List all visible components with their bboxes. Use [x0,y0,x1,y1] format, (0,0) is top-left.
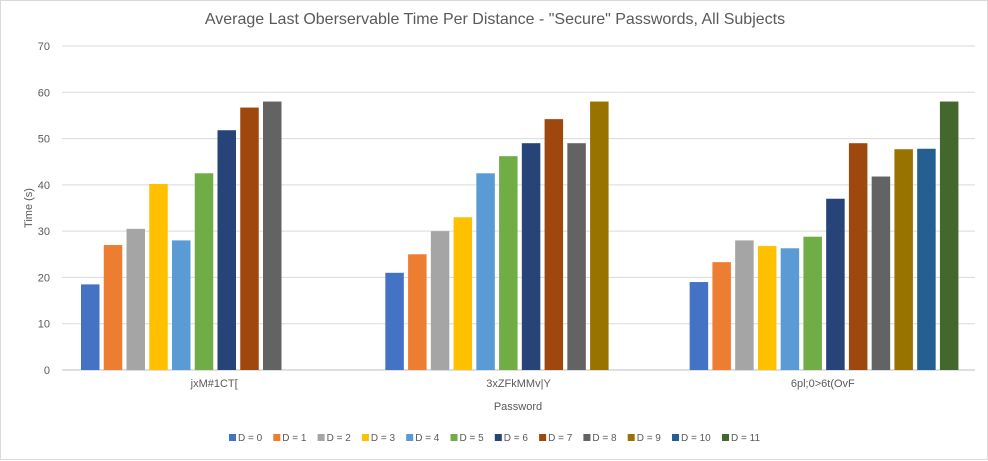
bar [826,198,845,370]
legend-swatch [539,434,547,441]
bar [217,130,236,370]
legend-swatch [583,434,591,441]
bar [194,173,214,370]
bar [894,149,913,370]
legend-label: D = 0 [238,433,263,444]
legend-label: D = 6 [504,433,529,444]
y-tick-label: 0 [44,365,50,377]
bar [803,236,822,370]
legend-swatch [450,434,458,441]
legend-swatch [406,434,414,441]
y-tick-label: 10 [38,319,50,331]
bar [521,143,541,370]
legend-swatch [494,434,502,441]
bar [263,101,282,371]
legend-swatch [317,434,325,441]
y-tick-label: 30 [38,226,50,238]
bar [917,148,936,370]
bar [240,107,259,370]
bar [103,245,123,370]
legend: D = 0 D = 1 D = 2 D = 3 D = 4 D = 5 D = 6 D = 7… [229,433,760,444]
legend-label: D = 7 [548,433,573,444]
y-axis-title: Time (s) [23,188,35,228]
bar [385,272,404,370]
bar [567,143,586,370]
legend-label: D = 5 [460,433,485,444]
bar [590,101,609,371]
legend-label: D = 9 [637,433,662,444]
x-tick-label: jxM#1CT[ [190,378,238,390]
bar [939,101,959,371]
legend-label: D = 1 [282,433,307,444]
bar [871,176,891,370]
bar [453,217,473,370]
legend-swatch [361,434,369,441]
bar [430,231,450,370]
legend-swatch [672,434,679,441]
legend-swatch [627,434,635,441]
chart-title: Average Last Oberservable Time Per Dista… [205,11,785,28]
legend-swatch [722,434,729,441]
legend-label: D = 8 [592,433,617,444]
bar [848,143,868,370]
bar [712,262,731,370]
legend-label: D = 2 [327,433,352,444]
bar [780,248,800,370]
bar [81,284,100,370]
y-tick-label: 20 [38,272,50,284]
x-axis-title: Password [494,401,542,413]
bar [149,183,168,370]
bars [81,101,959,371]
bar [544,119,564,370]
gridlines [62,45,975,371]
x-tick-label: 6pl;0>6t(OvF [791,378,855,390]
x-tick-label: 3xZFkMMv|Y [486,378,551,390]
bar [408,254,427,370]
legend-swatch [229,434,236,441]
legend-swatch [273,434,281,441]
bar [476,173,495,370]
y-tick-label: 70 [38,41,50,53]
legend-label: D = 11 [731,433,760,444]
bar [499,156,518,370]
y-tick-label: 40 [38,180,50,192]
bar [126,228,145,370]
y-tick-label: 60 [38,87,50,99]
bar [689,282,709,370]
legend-label: D = 10 [681,433,711,444]
legend-label: D = 3 [371,433,396,444]
bar [735,240,754,370]
y-tick-label: 50 [38,134,50,146]
legend-label: D = 4 [415,433,440,444]
y-axis-ticks: 0 10 20 30 40 50 60 70 [38,41,50,377]
bar [172,240,191,370]
bar [757,245,777,370]
x-axis-ticks: jxM#1CT[ 3xZFkMMv|Y 6pl;0>6t(OvF [190,378,855,390]
